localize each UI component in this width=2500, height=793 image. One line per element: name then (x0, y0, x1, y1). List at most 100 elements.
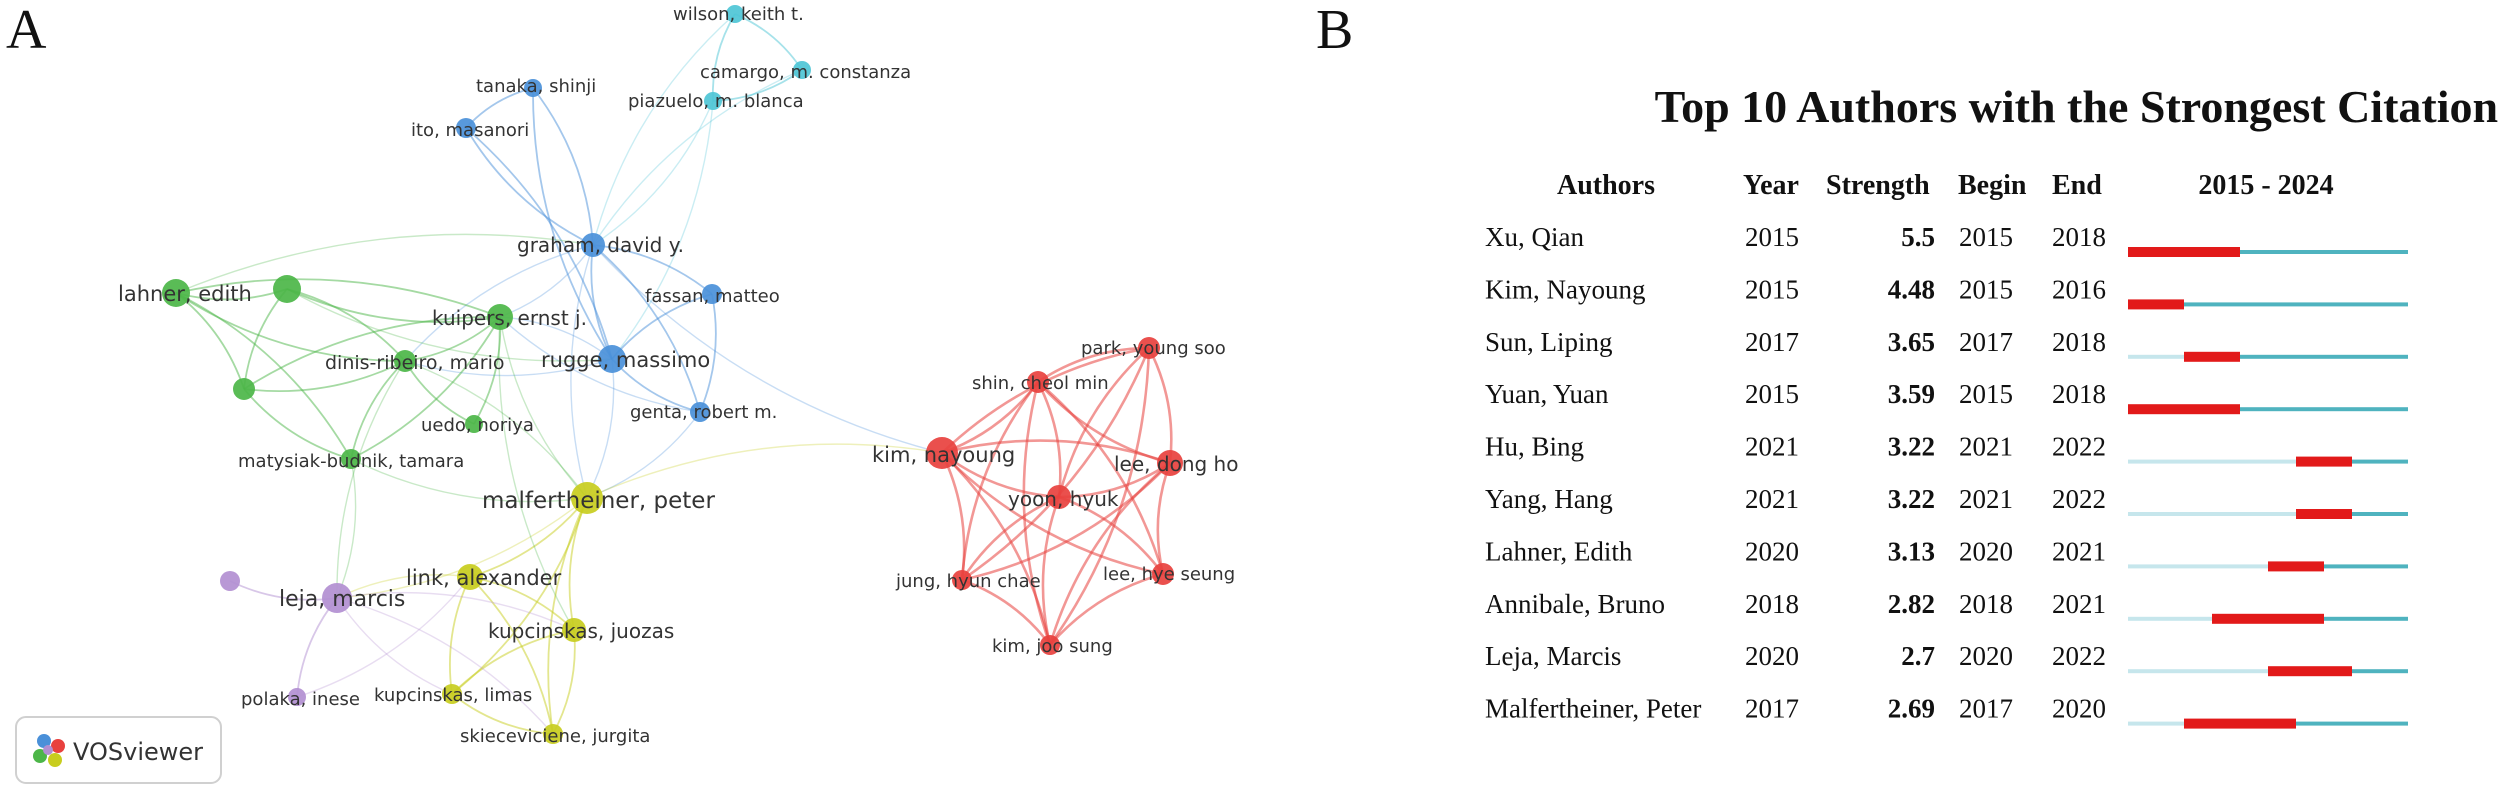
network-node (456, 118, 476, 138)
end-cell: 2016 (2052, 274, 2106, 304)
author-name: Malfertheiner, Peter (1485, 694, 1701, 724)
network-edge (1037, 346, 1150, 384)
network-edges (175, 13, 1173, 735)
network-node (1157, 450, 1183, 476)
timeline-inactive-segment (2128, 616, 2212, 621)
end-cell: 2018 (2052, 327, 2106, 357)
network-edge (1049, 572, 1164, 646)
network-edge (175, 292, 406, 362)
burst-bar (2184, 718, 2296, 729)
strength-cell: 3.13 (1888, 536, 1935, 566)
node-label: matysiak-budnik, tamara (238, 451, 464, 472)
timeline-inactive-segment (2128, 354, 2184, 359)
network-edge (586, 443, 943, 499)
burst-table-title: Top 10 Authors with the Strongest Citati… (1655, 81, 2500, 132)
node-label: lahner, edith (118, 282, 252, 306)
network-edge (1147, 347, 1173, 464)
network-edge (1058, 495, 1165, 575)
burst-row: Annibale, Bruno 2018 2.82 2018 2021 (1485, 589, 2408, 624)
network-node (926, 437, 958, 469)
network-edge (592, 244, 701, 413)
burst-bar (2212, 613, 2324, 624)
header-strength: Strength (1826, 170, 1930, 201)
network-edge (451, 629, 575, 695)
network-node (793, 61, 811, 79)
network-edge (699, 293, 717, 413)
network-edge (499, 316, 588, 499)
node-label: ito, masanori (411, 120, 529, 141)
begin-cell: 2017 (1959, 694, 2013, 724)
begin-cell: 2020 (1959, 641, 2013, 671)
network-edge (592, 100, 714, 246)
network-edge (498, 316, 575, 631)
header-end: End (2052, 170, 2102, 201)
author-name: Kim, Nayoung (1485, 274, 1645, 304)
network-node (1027, 371, 1049, 393)
network-edge (451, 497, 588, 695)
strength-cell: 3.22 (1888, 484, 1935, 514)
network-edge (961, 347, 1151, 582)
node-label: genta, robert m. (630, 402, 777, 423)
end-cell: 2020 (2052, 694, 2106, 724)
author-name: Xu, Qian (1485, 222, 1584, 252)
burst-bar (2268, 666, 2352, 677)
year-cell: 2017 (1745, 694, 1799, 724)
network-edge (586, 358, 615, 499)
network-edge (350, 458, 588, 503)
begin-cell: 2021 (1959, 484, 2013, 514)
network-node (571, 482, 603, 514)
network-edge (465, 127, 594, 246)
network-edge (286, 288, 613, 362)
author-name: Yang, Hang (1485, 484, 1613, 514)
node-label: tanaka, shinji (476, 76, 596, 97)
node-label: kim, joo sung (992, 636, 1113, 657)
network-edge (243, 316, 501, 390)
timeline-active-segment (2184, 354, 2408, 359)
network-node (1152, 563, 1174, 585)
network-node (598, 345, 626, 373)
strength-cell: 3.22 (1888, 432, 1935, 462)
vosviewer-badge: VOSviewer (15, 716, 222, 784)
node-label: shin, cheol min (972, 373, 1109, 394)
strength-cell: 4.48 (1888, 274, 1935, 304)
node-label: malfertheiner, peter (482, 488, 715, 514)
timeline-inactive-segment (2128, 721, 2184, 726)
network-node (487, 304, 513, 330)
vosviewer-logo-icon (33, 734, 65, 767)
network-edge (350, 360, 406, 460)
network-edge (243, 388, 352, 460)
network-edge (532, 87, 594, 246)
network-edge (711, 13, 736, 102)
network-edge (1041, 496, 1061, 646)
network-edge (1048, 462, 1171, 646)
burst-bar (2184, 351, 2240, 362)
network-edge (586, 411, 701, 499)
network-edge (465, 127, 613, 360)
author-name: Hu, Bing (1485, 432, 1584, 462)
begin-cell: 2020 (1959, 536, 2013, 566)
network-labels: wilson, keith t. camargo, m. constanza pia… (118, 4, 1238, 747)
network-edge (336, 591, 575, 631)
network-edge (960, 495, 1060, 581)
node-label: polaka, inese (241, 689, 360, 710)
network-edge (712, 69, 803, 102)
network-node (341, 449, 361, 469)
network-node (543, 724, 563, 744)
network-edge (1156, 462, 1172, 575)
header-authors: Authors (1557, 170, 1655, 201)
timeline-inactive-segment (2128, 564, 2268, 569)
end-cell: 2022 (2052, 432, 2106, 462)
network-nodes (162, 5, 1183, 744)
end-cell: 2018 (2052, 379, 2106, 409)
network-edge (336, 458, 357, 599)
network-node (394, 350, 416, 372)
node-label: skieceviciene, jurgita (460, 726, 650, 747)
node-label: park, young soo (1081, 338, 1226, 359)
burst-row: Xu, Qian 2015 5.5 2015 2018 (1485, 222, 2408, 257)
node-label: kuipers, ernst j. (432, 306, 587, 330)
network-edge (592, 244, 713, 295)
network-edge (547, 497, 588, 735)
timeline-inactive-segment (2128, 459, 2296, 464)
node-label: camargo, m. constanza (700, 62, 911, 83)
